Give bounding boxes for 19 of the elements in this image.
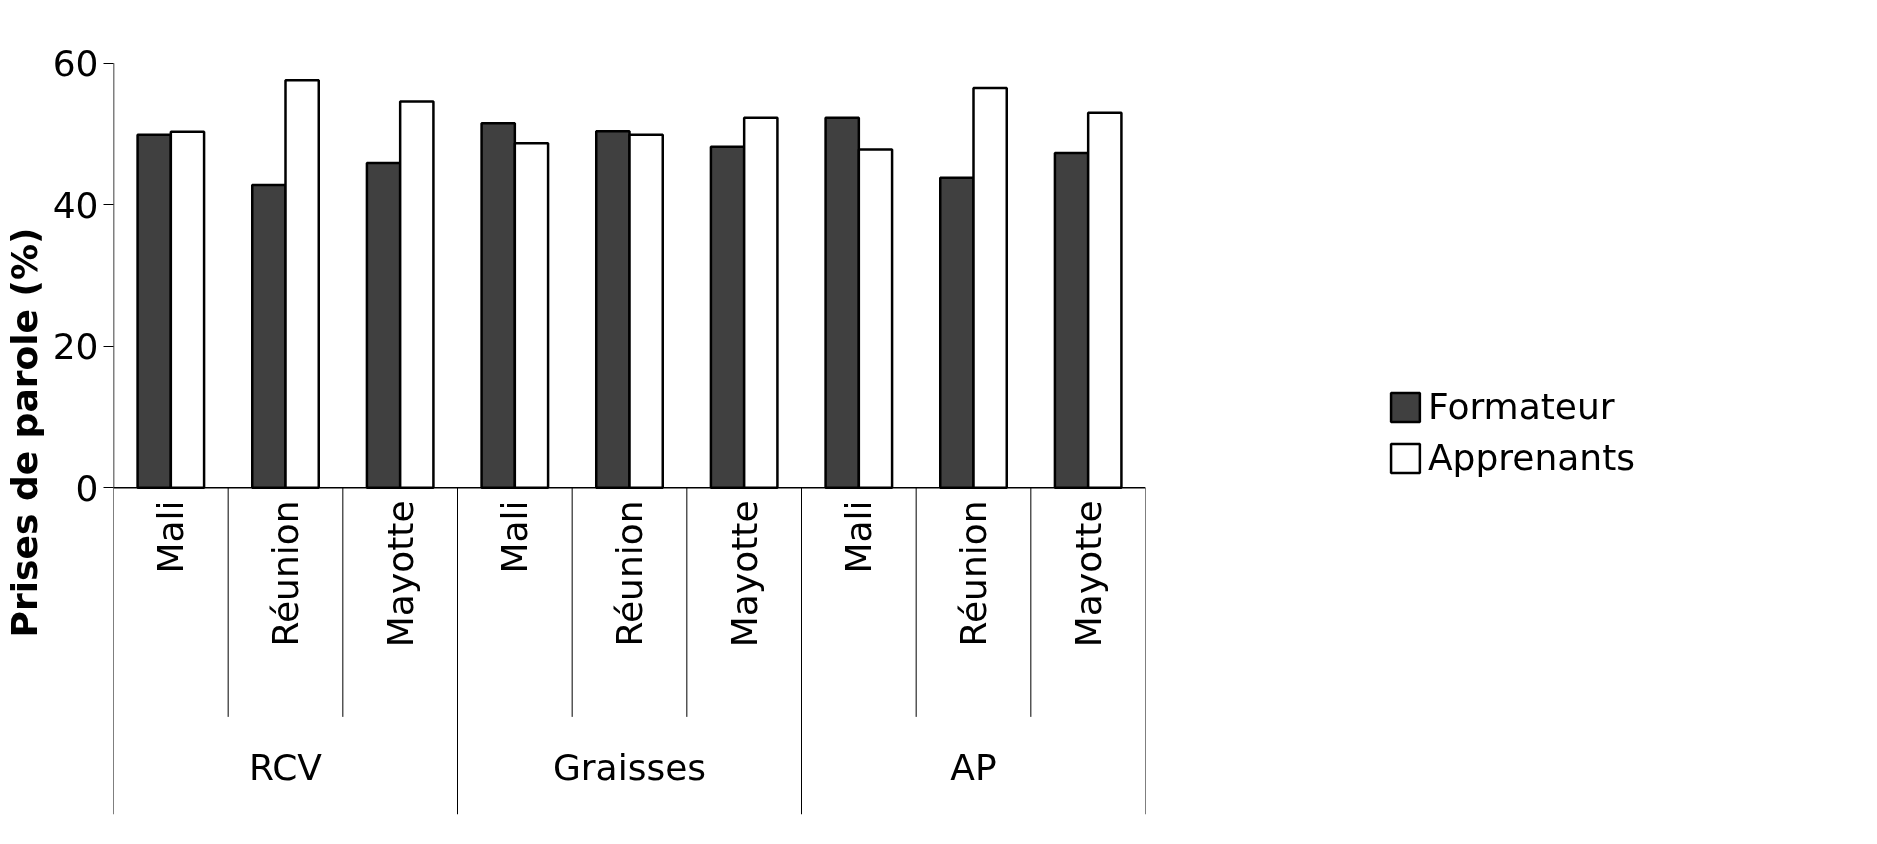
y-tick-label: 0 bbox=[75, 467, 99, 509]
x-tick-label: Réunion bbox=[953, 500, 994, 647]
x-tick-label: Mayotte bbox=[379, 500, 421, 648]
text: RCV bbox=[249, 747, 323, 789]
text: AP bbox=[950, 747, 997, 789]
y-tick-label: 60 bbox=[52, 43, 99, 85]
x-tick-label: Mali bbox=[150, 500, 192, 574]
x-tick-label: Mali bbox=[838, 500, 880, 574]
x-tick-label: Mayotte bbox=[723, 500, 765, 648]
y-axis-title: Prises de parole (%) bbox=[3, 227, 45, 638]
y-tick-label: 40 bbox=[52, 184, 99, 226]
x-tick-label: Mayotte bbox=[1067, 500, 1109, 648]
y-tick-label: 20 bbox=[52, 326, 99, 368]
x-tick-label: Réunion bbox=[265, 500, 306, 647]
legend-label: Formateur bbox=[1427, 386, 1615, 427]
x-tick-label: Mali bbox=[494, 500, 536, 574]
x-tick-label: Réunion bbox=[609, 500, 650, 647]
legend-label: Apprenants bbox=[1427, 437, 1636, 478]
text: Graisses bbox=[552, 747, 707, 789]
